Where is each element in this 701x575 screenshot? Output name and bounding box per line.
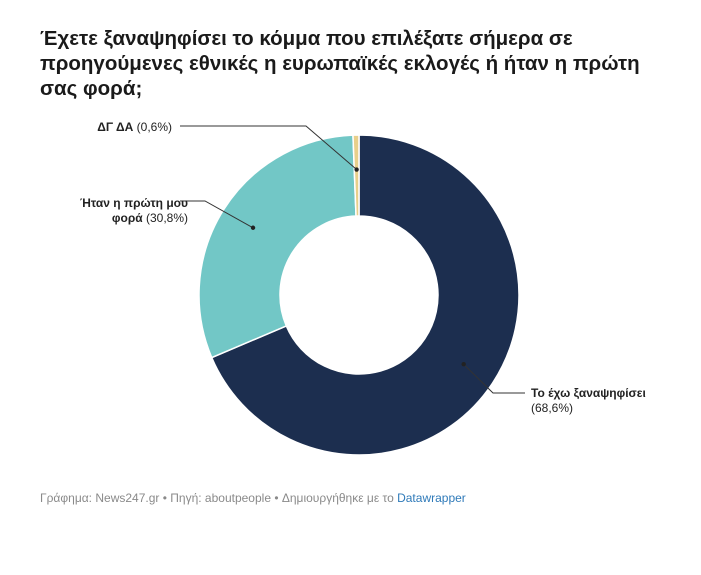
donut-slice-1 — [198, 134, 357, 359]
chart-footer: Γράφημα: News247.gr • Πηγή: aboutpeople … — [40, 491, 466, 505]
leader-dot-2 — [354, 167, 359, 172]
datawrapper-link[interactable]: Datawrapper — [397, 491, 466, 505]
leader-dot-0 — [461, 362, 466, 367]
label-ever-voted: Το έχω ξαναψηφίσει (68,6%) — [531, 386, 646, 415]
label-first-time: Ήταν η πρώτη μου φορά (30,8%) — [79, 196, 188, 225]
leader-line-0 — [463, 363, 525, 394]
label-dont-know: ΔΓ ΔΑ (0,6%) — [97, 120, 172, 134]
chart-title: Έχετε ξαναψηφίσει το κόμμα που επιλέξατε… — [40, 27, 640, 100]
leader-line-2 — [180, 125, 357, 170]
donut-slice-2 — [352, 134, 360, 217]
donut-slice-0 — [210, 134, 520, 456]
leader-line-1 — [180, 200, 254, 229]
leader-dot-1 — [250, 225, 256, 230]
